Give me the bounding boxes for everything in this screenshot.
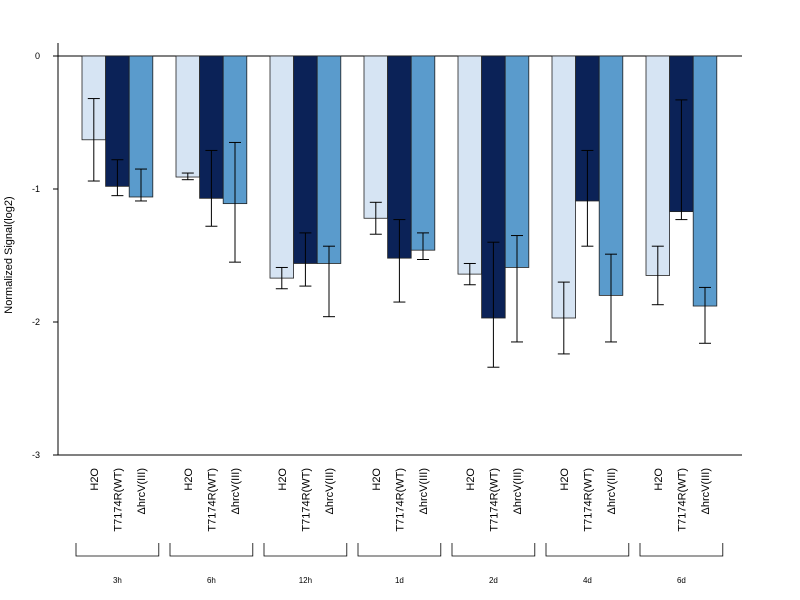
condition-label: T7174R(WT) [676,468,688,532]
condition-label: ΔhrcV(III) [606,468,618,514]
bars [81,55,718,368]
bar [269,55,295,279]
condition-label: T7174R(WT) [488,468,500,532]
condition-label: T7174R(WT) [112,468,124,532]
bar [645,55,671,276]
bar [410,55,436,251]
category-labels: H2O T7174R(WT) ΔhrcV(III) 3h H2O T7174R(WT) Δh… [75,468,724,585]
group-label: 1d [395,576,404,585]
group-bracket [545,543,630,557]
group-bracket [357,543,442,557]
condition-label: T7174R(WT) [206,468,218,532]
condition-label: T7174R(WT) [582,468,594,532]
bar [457,55,483,275]
y-tick-label: 0 [35,51,40,61]
condition-label: ΔhrcV(III) [700,468,712,514]
group-bracket [639,543,724,557]
condition-label: ΔhrcV(III) [512,468,524,514]
condition-label: T7174R(WT) [394,468,406,532]
group-label: 4d [583,576,592,585]
y-tick-label: -3 [32,450,40,460]
bar [363,55,389,219]
condition-label: H2O [89,468,101,491]
bar [175,55,201,178]
condition-label: ΔhrcV(III) [136,468,148,514]
group-label: 6d [677,576,686,585]
bar [293,55,318,264]
group-bracket [169,543,254,557]
condition-label: ΔhrcV(III) [230,468,242,514]
condition-label: H2O [653,468,665,491]
condition-label: ΔhrcV(III) [418,468,430,514]
group-label: 3h [113,576,122,585]
y-tick-label: -1 [32,184,40,194]
group-label: 6h [207,576,216,585]
condition-label: H2O [559,468,571,491]
bar [551,55,577,319]
condition-label: T7174R(WT) [300,468,312,532]
condition-label: H2O [277,468,289,491]
condition-label: ΔhrcV(III) [324,468,336,514]
group-label: 2d [489,576,498,585]
bar [692,55,718,307]
group-label: 12h [299,576,312,585]
y-tick-label: -2 [32,317,40,327]
condition-label: H2O [371,468,383,491]
condition-label: H2O [465,468,477,491]
y-axis-title: Normalized Signal(log2) [3,196,15,313]
condition-label: H2O [183,468,195,491]
group-bracket [451,543,536,557]
group-bracket [263,543,348,557]
group-bracket [75,543,160,557]
bar [316,55,342,264]
